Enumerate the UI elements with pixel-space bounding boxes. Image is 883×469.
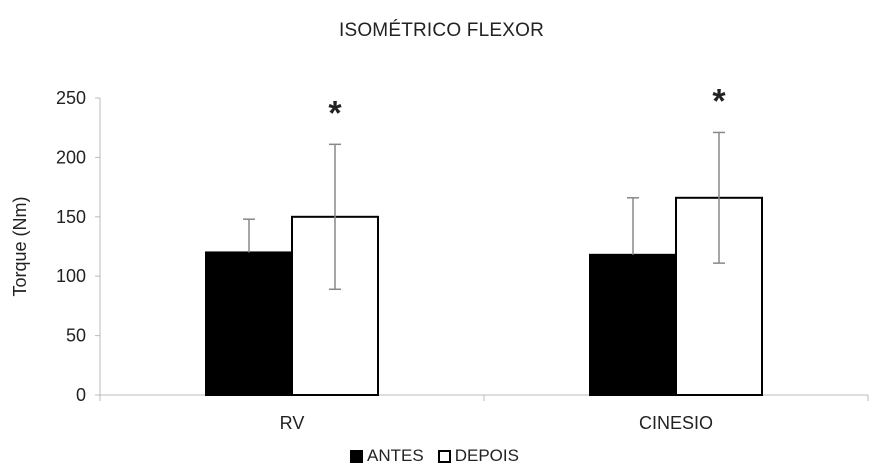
y-tick-label: 150 bbox=[56, 207, 86, 227]
y-tick-label: 0 bbox=[76, 385, 86, 405]
legend-swatch-antes bbox=[350, 449, 364, 463]
y-tick-label: 200 bbox=[56, 147, 86, 167]
chart-title: ISOMÉTRICO FLEXOR bbox=[338, 20, 545, 41]
y-tick-label: 50 bbox=[66, 326, 86, 346]
bar-chart: 0 50 100 150 200 250 Torque (Nm) RV * CINESIO * bbox=[10, 82, 869, 433]
significance-asterisk: * bbox=[328, 94, 342, 132]
legend-label-depois: DEPOIS bbox=[454, 446, 519, 465]
legend: ANTES DEPOIS bbox=[0, 446, 883, 466]
x-category-label: RV bbox=[280, 413, 305, 433]
significance-asterisk: * bbox=[712, 82, 726, 120]
y-axis-label: Torque (Nm) bbox=[10, 196, 30, 296]
y-tick-label: 250 bbox=[56, 88, 86, 108]
legend-label-antes: ANTES bbox=[367, 446, 424, 465]
legend-swatch-depois bbox=[437, 449, 451, 463]
x-category-label: CINESIO bbox=[639, 413, 713, 433]
bar-antes-cinesio bbox=[589, 253, 677, 396]
y-tick-label: 100 bbox=[56, 266, 86, 286]
bar-antes-rv bbox=[205, 251, 293, 396]
legend-item-depois: DEPOIS bbox=[437, 446, 519, 466]
legend-item-antes: ANTES bbox=[350, 446, 424, 466]
